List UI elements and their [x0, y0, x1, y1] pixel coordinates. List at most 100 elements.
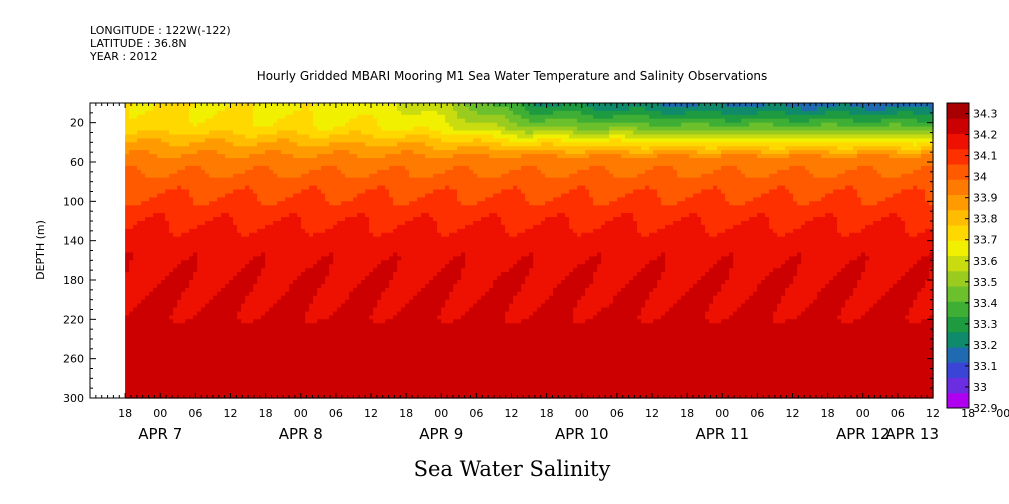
heatmap-cell — [869, 185, 874, 191]
heatmap-cell — [613, 150, 618, 155]
heatmap-cell — [641, 158, 646, 163]
heatmap-cell — [465, 154, 470, 159]
heatmap-cell — [177, 146, 182, 151]
heatmap-cell — [245, 197, 250, 202]
heatmap-cell — [389, 154, 394, 159]
heatmap-cell — [637, 197, 642, 202]
heatmap-cell — [197, 177, 202, 183]
heatmap-cell — [917, 162, 922, 167]
heatmap-cell — [865, 122, 870, 128]
heatmap-cell — [125, 146, 130, 151]
heatmap-cell — [205, 162, 210, 167]
heatmap-cell — [221, 154, 226, 159]
heatmap-cell — [861, 106, 866, 112]
heatmap-cell — [309, 114, 314, 120]
heatmap-cell — [601, 189, 606, 195]
heatmap-cell — [693, 169, 698, 175]
heatmap-cell — [161, 177, 166, 183]
heatmap-cell — [637, 130, 642, 136]
heatmap-cell — [677, 154, 682, 159]
heatmap-cell — [381, 165, 386, 171]
heatmap-cell — [905, 122, 910, 128]
heatmap-cell — [485, 146, 490, 151]
heatmap-cell — [401, 181, 406, 187]
heatmap-cell — [853, 146, 858, 151]
heatmap-cell — [781, 146, 786, 151]
heatmap-cell — [505, 122, 510, 128]
heatmap-cell — [325, 122, 330, 128]
heatmap-cell — [165, 197, 170, 202]
heatmap-cell — [501, 150, 506, 155]
heatmap-cell — [357, 138, 362, 143]
heatmap-cell — [697, 197, 702, 202]
heatmap-cell — [341, 150, 346, 155]
heatmap-cell — [653, 185, 658, 191]
heatmap-cell — [209, 106, 214, 112]
heatmap-cell — [393, 150, 398, 155]
heatmap-cell — [921, 118, 926, 124]
heatmap-cell — [321, 173, 326, 179]
heatmap-cell — [669, 146, 674, 151]
heatmap-cell — [361, 154, 366, 159]
heatmap-cell — [597, 154, 602, 159]
heatmap-cell — [361, 197, 366, 202]
heatmap-cell — [397, 173, 402, 179]
heatmap-cell — [921, 169, 926, 175]
heatmap-cell — [245, 114, 250, 120]
heatmap-cell — [429, 134, 434, 140]
heatmap-cell — [241, 118, 246, 124]
heatmap-cell — [265, 138, 270, 143]
heatmap-cell — [429, 173, 434, 179]
heatmap-cell — [517, 162, 522, 167]
heatmap-cell — [553, 154, 558, 159]
heatmap-cell — [545, 193, 550, 199]
heatmap-cell — [641, 126, 646, 132]
heatmap-cell — [761, 162, 766, 167]
heatmap-cell — [221, 114, 226, 120]
heatmap-cell — [437, 197, 442, 202]
heatmap-cell — [297, 146, 302, 151]
heatmap-cell — [229, 197, 234, 202]
heatmap-cell — [129, 197, 134, 202]
heatmap-cell — [441, 189, 446, 195]
heatmap-cell — [549, 189, 554, 195]
heatmap-cell — [269, 122, 274, 128]
heatmap-cell — [689, 110, 694, 116]
heatmap-cell — [509, 169, 514, 175]
heatmap-cell — [853, 181, 858, 187]
heatmap-cell — [673, 150, 678, 155]
heatmap-cell — [185, 185, 190, 191]
heatmap-cell — [857, 118, 862, 124]
heatmap-cell — [805, 181, 810, 187]
heatmap-cell — [693, 142, 698, 147]
heatmap-cell — [889, 110, 894, 116]
heatmap-cell — [805, 122, 810, 128]
heatmap-cell — [261, 106, 266, 112]
heatmap-cell — [725, 150, 730, 155]
heatmap-cell — [473, 165, 478, 171]
heatmap-cell — [713, 122, 718, 128]
heatmap-cell — [501, 103, 506, 108]
heatmap-cell — [349, 173, 354, 179]
heatmap-cell — [729, 114, 734, 120]
heatmap-cell — [397, 193, 402, 199]
heatmap-cell — [705, 106, 710, 112]
heatmap-cell — [801, 130, 806, 136]
heatmap-cell — [389, 177, 394, 183]
heatmap-cell — [665, 185, 670, 191]
heatmap-cell — [809, 150, 814, 155]
heatmap-cell — [473, 173, 478, 179]
heatmap-cell — [929, 142, 934, 147]
heatmap-cell — [277, 126, 282, 132]
heatmap-cell — [353, 154, 358, 159]
heatmap-cell — [809, 181, 814, 187]
heatmap-cell — [201, 126, 206, 132]
heatmap-cell — [157, 103, 162, 108]
heatmap-cell — [693, 177, 698, 183]
heatmap-cell — [189, 193, 194, 199]
heatmap-cell — [505, 114, 510, 120]
heatmap-cell — [509, 185, 514, 191]
heatmap-cell — [529, 106, 534, 112]
heatmap-cell — [677, 158, 682, 163]
heatmap-cell — [449, 154, 454, 159]
